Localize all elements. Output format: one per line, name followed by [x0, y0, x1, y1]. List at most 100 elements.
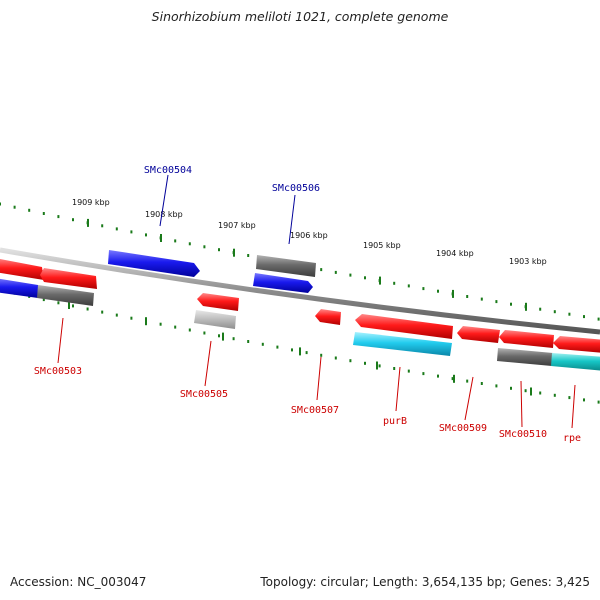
leader-line	[464, 376, 474, 421]
forward-gene-labels: SMc00504 SMc00506	[144, 165, 320, 194]
minor-tick	[495, 384, 498, 388]
minor-tick	[86, 307, 89, 311]
minor-tick	[276, 345, 279, 349]
forward-label-leaders	[159, 174, 296, 245]
minor-tick	[101, 224, 104, 228]
major-tick	[222, 332, 224, 341]
kbp-label: 1904 kbp	[436, 249, 474, 258]
gene-arrow-smc00509[interactable]	[457, 326, 500, 343]
minor-tick	[364, 361, 366, 365]
minor-tick	[407, 369, 410, 373]
gene-arrow-smc00506-pseudo[interactable]	[256, 255, 316, 277]
gene-arrow[interactable]	[40, 268, 97, 289]
major-tick	[452, 289, 454, 298]
minor-tick	[232, 337, 235, 341]
gene-arrow[interactable]	[0, 258, 44, 280]
minor-tick	[422, 287, 425, 291]
minor-tick	[130, 230, 133, 234]
minor-tick	[568, 396, 571, 400]
minor-tick	[349, 359, 352, 363]
minor-tick	[42, 298, 45, 302]
minor-tick	[451, 377, 454, 381]
gene-arrow-smc00510[interactable]	[497, 348, 553, 366]
minor-tick	[524, 389, 527, 393]
gene-label-smc00509[interactable]: SMc00509	[439, 423, 487, 434]
gene-label-purb[interactable]: purB	[383, 416, 407, 427]
gene-arrow[interactable]	[0, 278, 38, 298]
forward-strand-genes	[0, 250, 316, 306]
minor-tick	[466, 295, 469, 298]
major-tick	[525, 302, 527, 311]
minor-tick	[203, 245, 206, 249]
gene-label-smc00510[interactable]: SMc00510	[499, 429, 547, 440]
minor-tick	[247, 340, 250, 343]
gene-arrow-purb[interactable]	[353, 332, 452, 356]
leader-line	[520, 380, 523, 428]
gene-arrow-rpe-feature[interactable]	[553, 336, 600, 353]
kbp-label: 1903 kbp	[509, 257, 547, 266]
minor-tick	[159, 322, 162, 326]
kbp-scale: 1909 kbp 1908 kbp 1907 kbp 1906 kbp 1905…	[72, 198, 547, 266]
minor-tick	[480, 382, 483, 385]
gene-arrow-smc00505[interactable]	[197, 293, 239, 311]
minor-tick	[539, 391, 542, 395]
major-tick	[379, 276, 381, 285]
major-tick	[233, 248, 235, 257]
leader-line	[159, 174, 169, 227]
gene-label-smc00505[interactable]: SMc00505	[180, 389, 228, 400]
reverse-strand-genes	[194, 293, 600, 371]
minor-tick	[393, 367, 396, 370]
minor-tick	[437, 289, 439, 293]
minor-tick	[553, 310, 556, 314]
minor-tick	[101, 310, 104, 314]
gene-label-smc00506[interactable]: SMc00506	[272, 183, 320, 194]
kbp-label: 1906 kbp	[290, 231, 328, 240]
accession-text: Accession: NC_003047	[10, 575, 147, 589]
minor-tick	[597, 317, 600, 321]
gene-arrow-smc00505-pseudo[interactable]	[194, 310, 236, 329]
minor-tick	[393, 281, 396, 285]
gene-arrow-smc00507[interactable]	[315, 309, 341, 325]
minor-tick	[553, 393, 556, 397]
minor-tick	[72, 218, 74, 222]
minor-tick	[0, 202, 1, 206]
minor-tick	[407, 284, 410, 288]
minor-tick	[305, 351, 308, 355]
gene-arrow-smc00510-feature[interactable]	[499, 330, 554, 348]
leader-line	[395, 366, 401, 412]
minor-tick	[28, 208, 31, 212]
minor-tick	[510, 302, 512, 306]
genome-backbone	[0, 247, 600, 335]
minor-tick	[174, 239, 177, 243]
minor-tick	[583, 398, 585, 402]
outer-tick-track	[0, 202, 600, 321]
gene-label-rpe[interactable]: rpe	[563, 433, 581, 444]
gene-arrow-smc00504[interactable]	[108, 250, 200, 277]
minor-tick	[334, 270, 337, 274]
gene-label-smc00507[interactable]: SMc00507	[291, 405, 339, 416]
minor-tick	[247, 254, 250, 257]
minor-tick	[174, 325, 177, 329]
map-title: Sinorhizobium meliloti 1021, complete ge…	[151, 9, 449, 24]
gene-label-smc00504[interactable]: SMc00504	[144, 165, 192, 176]
gene-label-smc00503[interactable]: SMc00503	[34, 366, 82, 377]
gene-arrow-smc00506[interactable]	[253, 273, 313, 293]
minor-tick	[13, 205, 16, 209]
minor-tick	[568, 312, 571, 316]
reverse-label-leaders	[57, 317, 576, 429]
gene-arrow-rpe[interactable]	[551, 353, 600, 371]
minor-tick	[115, 313, 118, 317]
kbp-label: 1907 kbp	[218, 221, 256, 230]
major-tick	[299, 347, 301, 356]
minor-tick	[291, 348, 293, 352]
genome-summary-text: Topology: circular; Length: 3,654,135 bp…	[260, 575, 590, 589]
minor-tick	[188, 242, 191, 246]
minor-tick	[42, 212, 45, 215]
leader-line	[288, 194, 296, 245]
leader-line	[316, 356, 322, 401]
gene-arrow-smc00503[interactable]	[37, 285, 94, 306]
inner-tick-track	[0, 288, 600, 404]
gene-arrow-purb-feature[interactable]	[355, 314, 453, 339]
